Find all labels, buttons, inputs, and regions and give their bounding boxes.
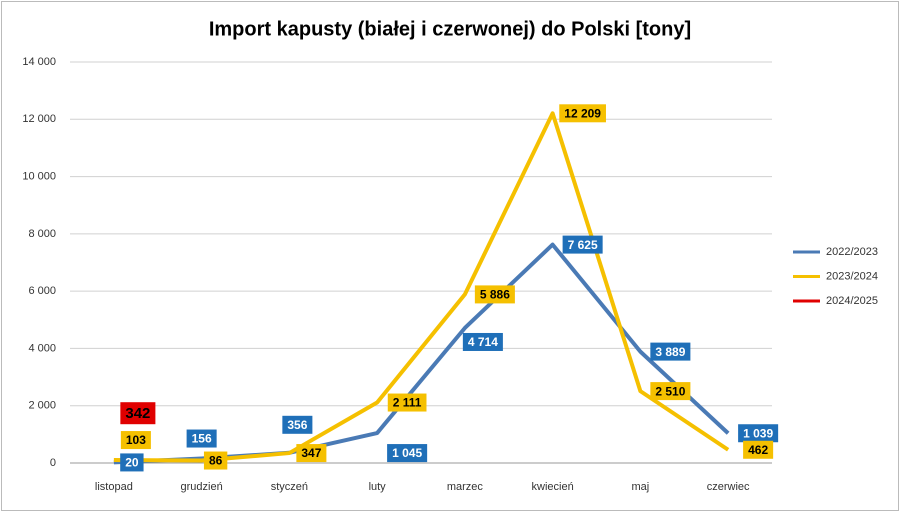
x-tick-label: listopad <box>95 481 133 493</box>
x-tick-label: kwiecień <box>532 481 574 493</box>
value-label-text: 103 <box>126 433 146 447</box>
chart-title: Import kapusty (białej i czerwonej) do P… <box>209 18 691 40</box>
value-label: 156 <box>186 429 217 448</box>
x-tick-label: luty <box>369 481 387 493</box>
value-label-text: 7 625 <box>568 238 598 252</box>
value-label-text: 1 045 <box>392 446 422 460</box>
value-label: 2 111 <box>387 393 427 412</box>
value-label-box <box>120 431 151 450</box>
value-label-box <box>387 444 428 463</box>
value-label-box <box>296 444 327 463</box>
value-label-box <box>743 440 774 459</box>
value-label-text: 347 <box>301 446 321 460</box>
value-label: 2 510 <box>650 382 691 401</box>
value-label: 1 045 <box>387 444 428 463</box>
x-tick-label: styczeń <box>271 481 308 493</box>
value-label: 86 <box>203 451 228 470</box>
x-tick-label: grudzień <box>181 481 223 493</box>
value-label-box <box>738 424 779 443</box>
legend-label: 2022/2023 <box>826 246 878 258</box>
x-tick-label: marzec <box>447 481 484 493</box>
value-label-box <box>650 342 691 361</box>
value-label: 347 <box>296 444 327 463</box>
value-label-box <box>562 235 603 254</box>
value-label: 1 039 <box>738 424 779 443</box>
x-tick-label: czerwiec <box>707 481 750 493</box>
legend-label: 2023/2024 <box>826 270 878 282</box>
y-tick-label: 0 <box>50 457 56 469</box>
value-label-text: 5 886 <box>480 288 510 302</box>
value-label: 5 886 <box>474 285 515 304</box>
value-label-box <box>387 393 427 412</box>
value-label-text: 86 <box>209 454 223 468</box>
value-label-box <box>462 332 503 351</box>
value-label-text: 462 <box>748 443 768 457</box>
y-tick-label: 6 000 <box>28 285 56 297</box>
value-label: 342 <box>120 402 156 425</box>
y-tick-label: 12 000 <box>22 113 56 125</box>
value-label: 12 209 <box>559 104 606 123</box>
y-tick-label: 10 000 <box>22 170 56 182</box>
value-label-box <box>282 415 313 434</box>
value-label: 103 <box>120 431 151 450</box>
value-label-text: 20 <box>125 456 139 470</box>
value-label-box <box>474 285 515 304</box>
value-label-text: 2 510 <box>655 384 685 398</box>
value-label-box <box>203 451 228 470</box>
value-label-box <box>120 402 156 425</box>
value-label-text: 2 111 <box>393 396 422 410</box>
value-label: 7 625 <box>562 235 603 254</box>
value-label-text: 12 209 <box>564 106 601 120</box>
y-tick-label: 8 000 <box>28 228 56 240</box>
value-label-text: 3 889 <box>655 345 685 359</box>
value-label-text: 356 <box>287 418 307 432</box>
y-tick-label: 2 000 <box>28 400 56 412</box>
value-label-box <box>559 104 606 123</box>
value-label: 4 714 <box>462 332 503 351</box>
value-label-text: 342 <box>125 405 150 422</box>
value-label: 3 889 <box>650 342 691 361</box>
value-label-box <box>650 382 691 401</box>
y-tick-label: 14 000 <box>22 56 56 68</box>
value-label: 462 <box>743 440 774 459</box>
value-label-box <box>120 453 144 472</box>
x-tick-label: maj <box>632 481 650 493</box>
value-label-text: 156 <box>192 432 212 446</box>
value-label-text: 4 714 <box>468 335 498 349</box>
value-label: 20 <box>120 453 144 472</box>
legend-label: 2024/2025 <box>826 295 878 307</box>
value-label: 356 <box>282 415 313 434</box>
value-label-text: 1 039 <box>743 426 773 440</box>
value-label-box <box>186 429 217 448</box>
y-tick-label: 4 000 <box>28 342 56 354</box>
